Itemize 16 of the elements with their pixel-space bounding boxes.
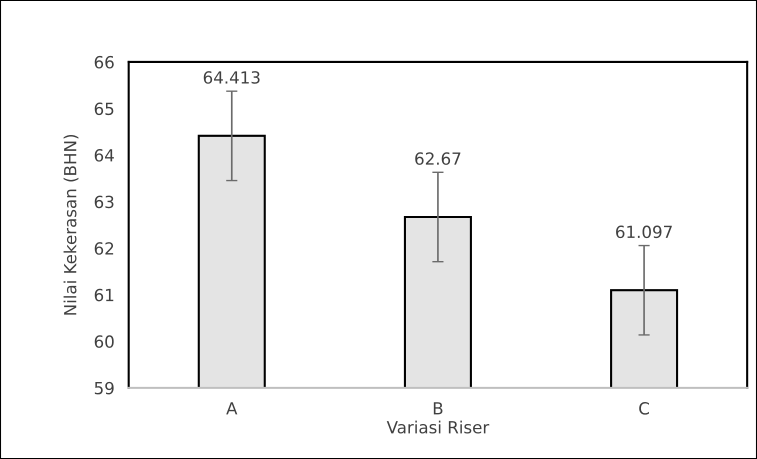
x-tick-label: C (639, 402, 649, 415)
y-axis-title: Nilai Kekerasan (BHN) (64, 134, 78, 315)
y-tick-label: 63 (94, 196, 114, 208)
x-axis-title: Variasi Riser (386, 420, 490, 434)
y-tick-label: 61 (94, 288, 114, 302)
y-tick-label: 65 (94, 102, 114, 116)
data-label: 62.67 (415, 152, 460, 165)
y-tick-label: 59 (94, 382, 114, 394)
data-label: 61.097 (616, 226, 672, 238)
y-tick-label: 66 (94, 56, 114, 69)
y-tick-label: 60 (94, 335, 114, 348)
y-tick-label: 64 (94, 149, 114, 162)
y-tick-label: 62 (94, 242, 114, 255)
data-label: 64.413 (204, 71, 260, 84)
x-tick-label: A (226, 402, 238, 414)
x-tick-label: B (434, 402, 442, 414)
